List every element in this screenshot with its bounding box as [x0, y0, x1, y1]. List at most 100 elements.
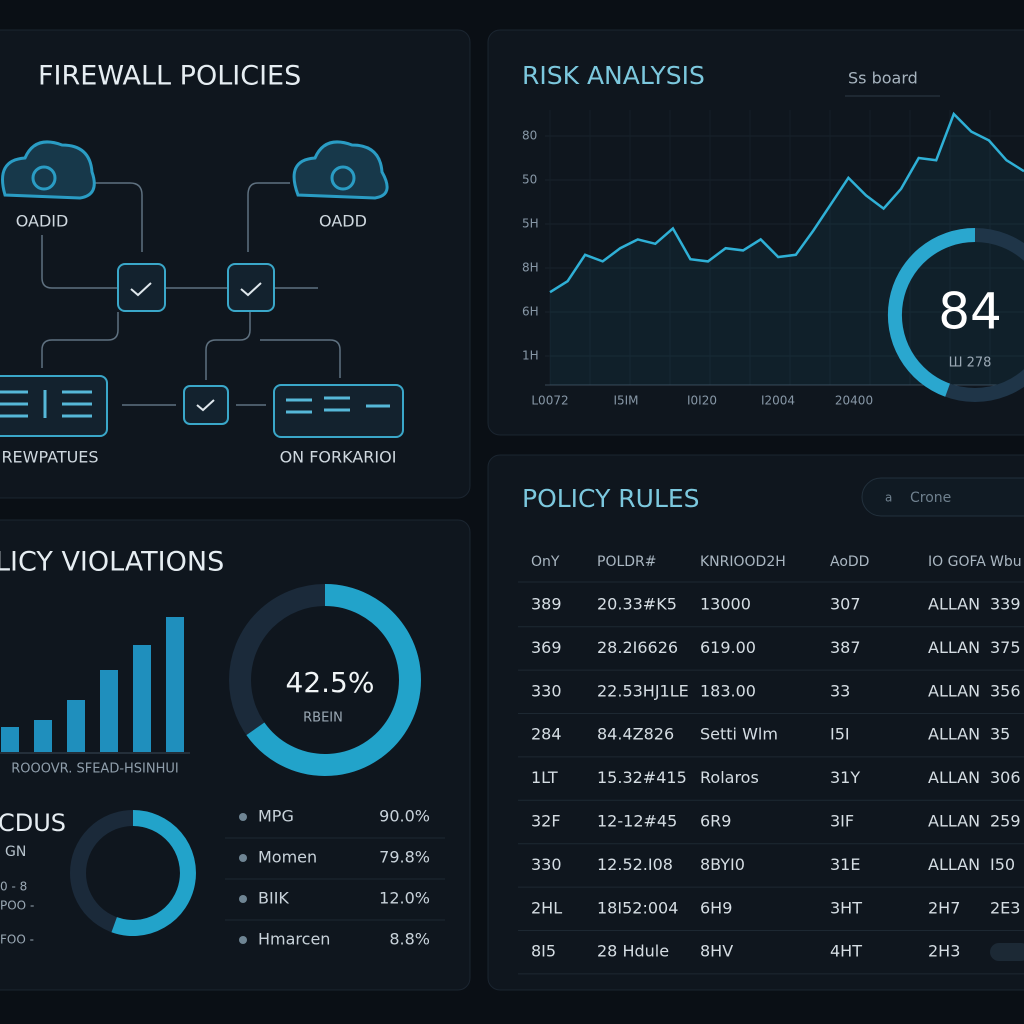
search-text[interactable]: Ss board: [848, 69, 918, 88]
y-tick-label: 8H: [522, 261, 539, 275]
gauge-value: 84: [938, 283, 1002, 341]
legend-value: 79.8%: [379, 848, 430, 867]
table-cell: I5I: [830, 725, 850, 744]
violations-panel: [0, 519, 471, 991]
list-node: [0, 375, 404, 438]
table-cell: 13000: [700, 595, 751, 614]
table-cell: 6R9: [700, 812, 731, 831]
legend-name: Hmarcen: [258, 930, 330, 949]
gauge-caption: Ш 278: [949, 356, 992, 371]
donut-arc: [246, 584, 421, 776]
y-tick-label: 5H: [522, 217, 539, 231]
column-header: AoDD: [830, 554, 869, 570]
node-label: OADD: [319, 212, 367, 231]
table-cell: 8HV: [700, 942, 733, 961]
table-cell: 35: [990, 725, 1010, 744]
table-cell: 183.00: [700, 681, 756, 700]
search-box[interactable]: [861, 477, 1024, 517]
table-cell: 32F: [531, 812, 561, 831]
cloud-icon: [1, 140, 389, 200]
table-cell: 6H9: [700, 898, 732, 917]
panel-title: FIREWALL POLICIES: [38, 61, 301, 92]
table-cell: 330: [531, 681, 562, 700]
gauge-arc: [887, 228, 976, 397]
table-cell: 4HT: [830, 942, 862, 961]
search-text[interactable]: Crone: [910, 490, 951, 506]
table-cell: 2HL: [531, 898, 562, 917]
y-tick-label: 1H: [522, 349, 539, 363]
legend-name: MPG: [258, 807, 294, 826]
x-tick-label: L0072: [531, 394, 568, 408]
column-header: POLDR#: [597, 554, 657, 570]
table-cell: 15.32#415: [597, 768, 687, 787]
table-cell: 307: [830, 595, 861, 614]
table-cell: 28.2I6626: [597, 638, 678, 657]
y-tick-label: 50: [522, 173, 537, 187]
table-cell: 389: [531, 595, 562, 614]
table-cell: ALLAN: [928, 595, 980, 614]
legend-dot: [239, 936, 247, 944]
policy-panel: [487, 454, 1024, 991]
node-label: REWPATUES: [1, 448, 98, 467]
y-tick-label: 80: [522, 129, 537, 143]
table-cell: 306: [990, 768, 1021, 787]
line-chart: 80 50 5H 8H 6H 1H L0072 I5IM I0I20 I2004 20400: [522, 110, 1024, 408]
table-cell: 12.52.I08: [597, 855, 673, 874]
bar: [133, 645, 151, 752]
legend-dot: [239, 854, 247, 862]
status-subtitle: GN: [5, 844, 26, 860]
x-tick-label: I0I20: [687, 394, 717, 408]
table-cell: 619.00: [700, 638, 756, 657]
table-cell: 3IF: [830, 812, 854, 831]
legend-name: BIIK: [258, 889, 289, 908]
table-cell: 84.4Z826: [597, 725, 674, 744]
table-cell: 20.33#K5: [597, 595, 677, 614]
table-cell: 3HT: [830, 898, 862, 917]
bar: [1, 727, 19, 752]
column-header: IO GOFA: [928, 554, 986, 570]
table-cell: Rolaros: [700, 768, 759, 787]
table-cell: 8BYI0: [700, 855, 745, 874]
check-node: [117, 263, 275, 425]
x-axis-label: ROOOVR. SFEAD-HSINHUI: [11, 762, 178, 777]
column-header: Wbu: [990, 554, 1022, 570]
table-cell: 8I5: [531, 942, 556, 961]
table-cell: ALLAN: [928, 725, 980, 744]
table-cell: Setti Wlm: [700, 725, 778, 744]
table-cell: 330: [531, 855, 562, 874]
table-cell: ALLAN: [928, 681, 980, 700]
column-header: OnY: [531, 554, 560, 570]
legend-name: Momen: [258, 848, 317, 867]
table-cell: 369: [531, 638, 562, 657]
panel-title: LICY VIOLATIONS: [0, 547, 224, 578]
donut-value: 42.5%: [286, 666, 375, 699]
table-cell: 2H3: [928, 942, 960, 961]
table-cell: ALLAN: [928, 638, 980, 657]
status-label: FOO -: [0, 933, 34, 947]
line: [549, 111, 1024, 294]
status-label: 0 - 8: [0, 880, 27, 894]
search-icon: a: [885, 491, 892, 505]
table-cell: 339: [990, 595, 1021, 614]
bar: [34, 720, 52, 752]
bar: [67, 700, 85, 752]
table-cell: 12-12#45: [597, 812, 677, 831]
table-cell: 284: [531, 725, 562, 744]
pill: [990, 943, 1024, 961]
table-cell: 31E: [830, 855, 860, 874]
panel-title: POLICY RULES: [522, 484, 700, 513]
table-cell: 259: [990, 812, 1021, 831]
panel-title: RISK ANALYSIS: [522, 61, 705, 90]
donut-caption: RBEIN: [303, 711, 343, 726]
table-cell: 356: [990, 681, 1021, 700]
table-cell: 387: [830, 638, 861, 657]
node-label: ON FORKARIOI: [280, 448, 397, 467]
table-cell: 31Y: [830, 768, 860, 787]
table-cell: 375: [990, 638, 1021, 657]
x-tick-label: I5IM: [613, 394, 638, 408]
table-cell: 33: [830, 681, 850, 700]
legend: MPG 90.0% Momen 79.8% BIIK 12.0% Hmarcen 8.8%: [225, 807, 445, 949]
table: OnY POLDR# KNRIOOD2H AoDD IO GOFA Wbu 389 20.33…: [518, 554, 1024, 975]
status-label: POO -: [0, 899, 34, 913]
